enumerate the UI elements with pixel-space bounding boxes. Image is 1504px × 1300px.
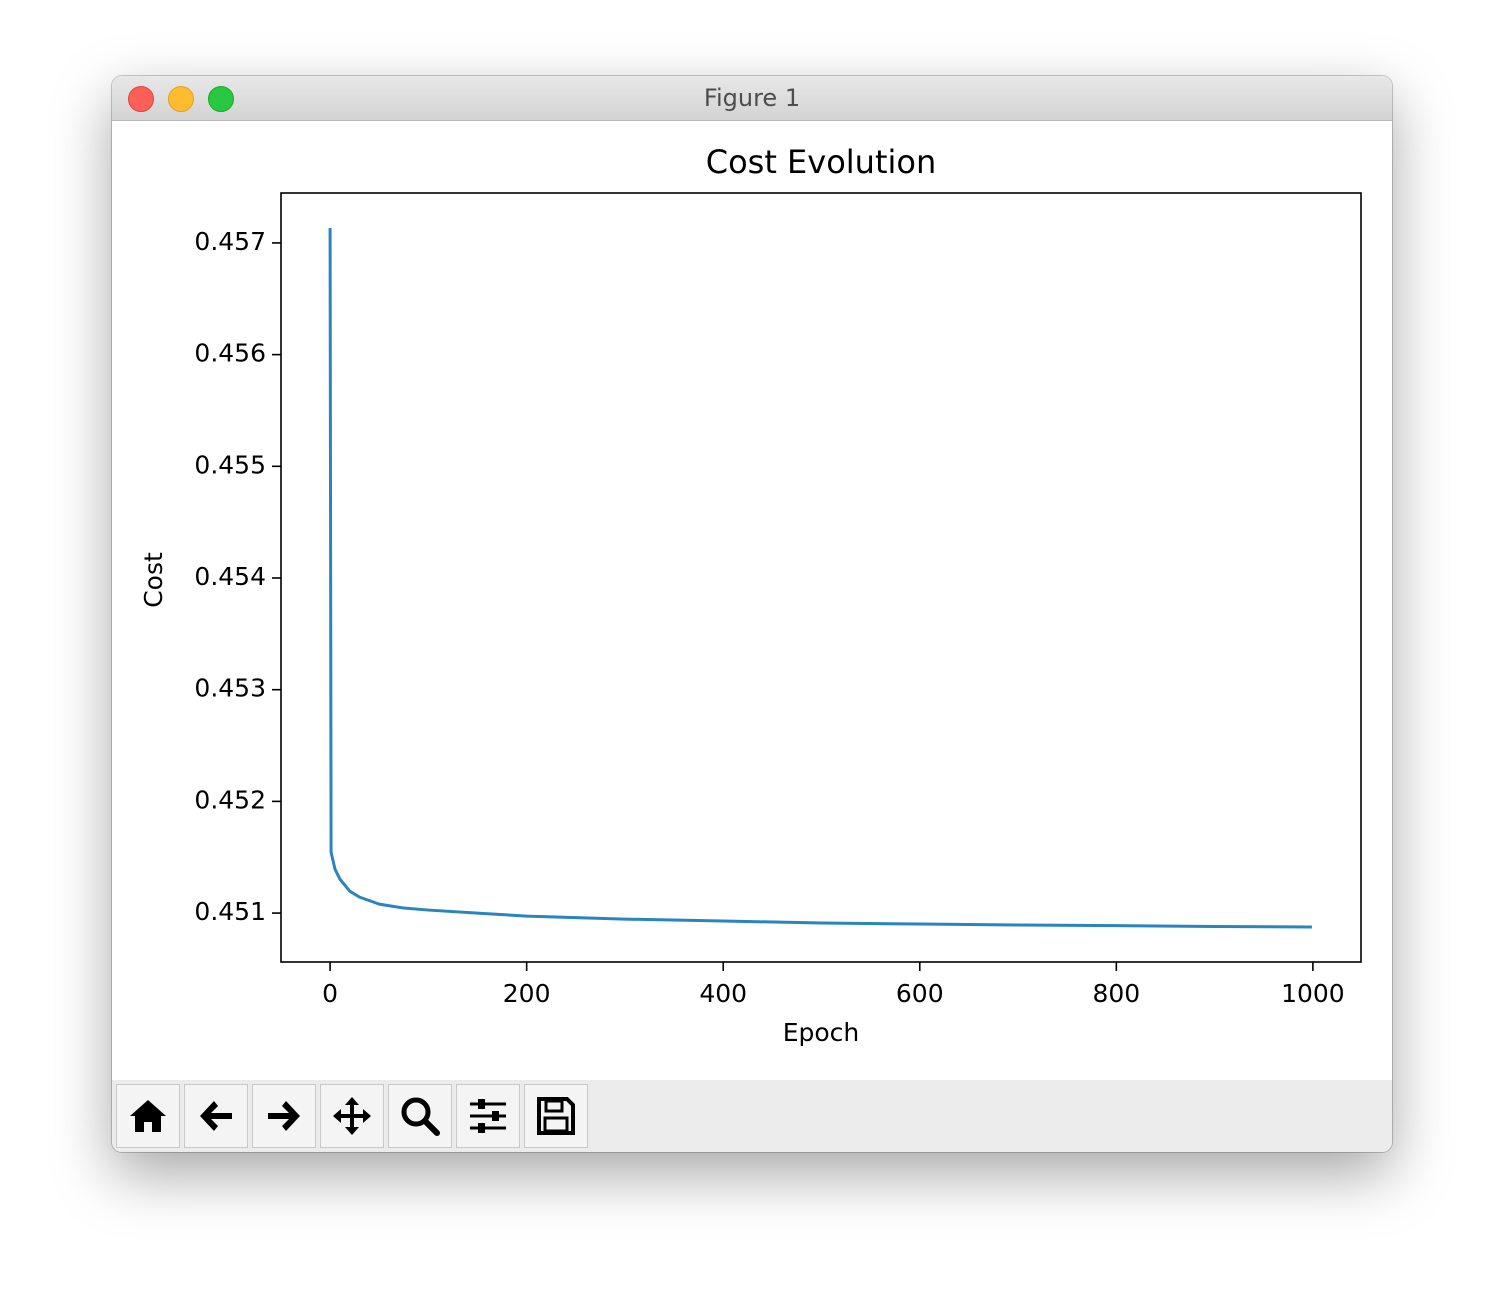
chart: Cost Evolution Epoch Cost 0.451 0.452 0.45… bbox=[139, 143, 1362, 1047]
window: Figure 1 Cost Evolution Epoch Cost 0.451… bbox=[112, 76, 1392, 1152]
y-tick-label: 0.455 bbox=[194, 450, 266, 479]
plot-frame bbox=[280, 192, 1362, 963]
y-tick-label: 0.452 bbox=[194, 785, 266, 814]
window-title: Figure 1 bbox=[703, 84, 801, 112]
y-tick-label: 0.454 bbox=[194, 562, 266, 591]
forward-button[interactable] bbox=[252, 1084, 316, 1148]
minimize-button[interactable] bbox=[168, 86, 194, 112]
y-tick-label: 0.451 bbox=[194, 897, 266, 926]
configure-button[interactable] bbox=[456, 1084, 520, 1148]
x-tick-label: 400 bbox=[699, 979, 747, 1008]
x-tick-label: 1000 bbox=[1281, 979, 1345, 1008]
title-bar: Figure 1 bbox=[112, 76, 1392, 121]
x-tick-label: 0 bbox=[322, 979, 338, 1008]
x-axis-label: Epoch bbox=[783, 1018, 860, 1047]
back-button[interactable] bbox=[184, 1084, 248, 1148]
chart-title: Cost Evolution bbox=[706, 143, 937, 181]
close-button[interactable] bbox=[128, 86, 154, 112]
pan-button[interactable] bbox=[320, 1084, 384, 1148]
y-tick-label: 0.453 bbox=[194, 674, 266, 703]
toolbar bbox=[112, 1080, 1392, 1152]
zoom-tool-button[interactable] bbox=[388, 1084, 452, 1148]
x-tick-label: 200 bbox=[503, 979, 551, 1008]
x-tick-label: 600 bbox=[896, 979, 944, 1008]
cost-line bbox=[328, 227, 1312, 929]
y-tick-label: 0.456 bbox=[194, 339, 266, 368]
home-button[interactable] bbox=[116, 1084, 180, 1148]
zoom-button[interactable] bbox=[208, 86, 234, 112]
y-axis-label: Cost bbox=[139, 552, 168, 608]
save-button[interactable] bbox=[524, 1084, 588, 1148]
x-tick-label: 800 bbox=[1092, 979, 1140, 1008]
y-tick-label: 0.457 bbox=[194, 227, 266, 256]
